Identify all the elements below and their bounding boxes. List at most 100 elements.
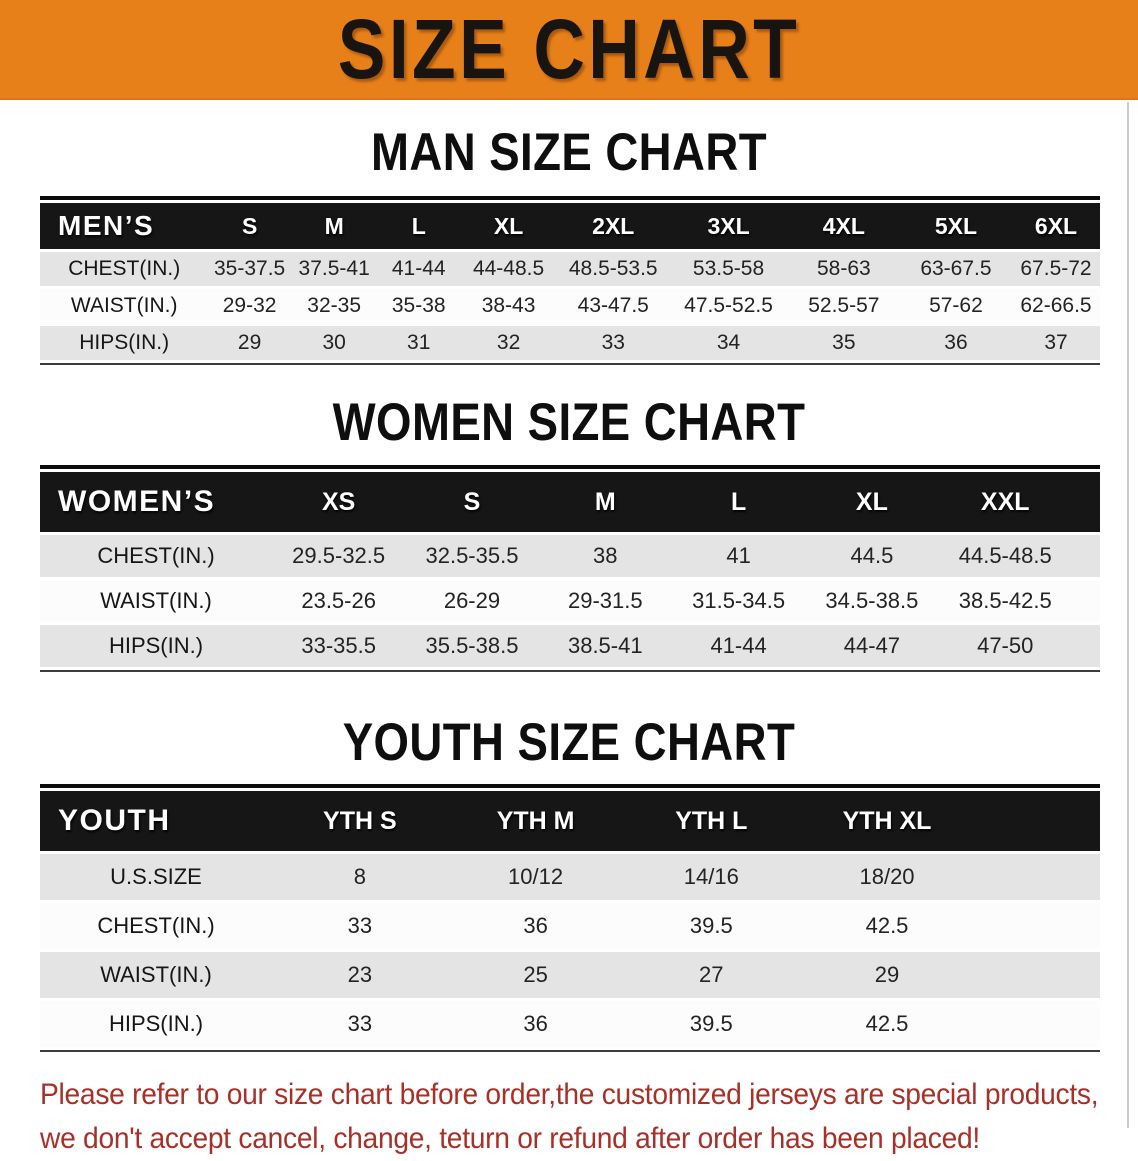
size-value-cell: 32.5-35.5 (425, 543, 519, 568)
size-column-header: 6XL (1012, 203, 1100, 249)
size-column-header: YTH L (623, 791, 800, 851)
size-column-header: 5XL (899, 203, 1012, 249)
size-column-header: YTH S (272, 791, 448, 851)
size-value-cell: 52.5-57 (808, 294, 880, 317)
youth-size-table-container: YOUTH YTH S YTH M YTH L YTH XL U.S.SIZE 8 10/12… (40, 784, 1100, 1052)
size-value-cell: 37 (1044, 331, 1068, 354)
measurement-row: CHEST(IN.) 33 36 39.5 42.5 (40, 903, 1100, 949)
size-value-cell: 32 (496, 331, 521, 354)
measure-row-label: HIPS(IN.) (79, 331, 170, 354)
size-value-cell: 41-44 (710, 633, 767, 658)
size-column-header: YTH M (447, 791, 624, 851)
banner-title: SIZE CHART (337, 2, 801, 96)
size-value-cell: 38-43 (481, 294, 536, 317)
right-edge-line (1127, 102, 1129, 1128)
size-value-cell: 33 (601, 331, 625, 354)
size-value-cell: 44.5-48.5 (958, 543, 1052, 568)
size-value-cell: 32-35 (307, 294, 362, 317)
size-value-cell: 67.5-72 (1020, 257, 1092, 280)
size-value-cell: 38 (593, 543, 618, 568)
order-disclaimer: Please refer to our size chart before or… (40, 1073, 1118, 1161)
size-value-cell: 57-62 (929, 294, 983, 317)
measurement-row: HIPS(IN.) 29 30 31 32 33 34 35 36 37 (40, 326, 1100, 360)
size-value-cell: 47-50 (977, 633, 1034, 658)
size-value-cell: 39.5 (689, 1011, 733, 1036)
measure-row-label: CHEST(IN.) (97, 913, 215, 938)
spacer-cell (1071, 472, 1100, 532)
size-value-cell: 31.5-34.5 (692, 588, 786, 613)
size-value-cell: 25 (523, 962, 548, 987)
measurement-row: CHEST(IN.) 29.5-32.5 32.5-35.5 38 41 44.5 44.5… (40, 535, 1100, 577)
size-value-cell: 29-31.5 (567, 588, 643, 613)
spacer-cell (974, 903, 1100, 949)
measurement-row: HIPS(IN.) 33-35.5 35.5-38.5 38.5-41 41-44 44-… (40, 625, 1100, 667)
size-value-cell: 37.5-41 (298, 257, 370, 280)
size-value-cell: 35.5-38.5 (425, 633, 519, 658)
spacer-cell (1071, 625, 1100, 667)
size-value-cell: 42.5 (865, 913, 909, 938)
size-table-header-row: WOMEN’S XS S M L XL XXL (40, 472, 1100, 532)
size-value-cell: 33 (347, 913, 373, 938)
size-column-header: 3XL (669, 203, 788, 249)
size-value-cell: 34.5-38.5 (825, 588, 919, 613)
youth-section-title: YOUTH SIZE CHART (342, 713, 796, 772)
size-column-header: 4XL (787, 203, 900, 249)
measurement-row: HIPS(IN.) 33 36 39.5 42.5 (40, 1001, 1100, 1047)
size-column-header: M (538, 472, 672, 532)
size-value-cell: 36 (944, 331, 968, 354)
size-chart-banner: SIZE CHART (0, 0, 1138, 100)
size-value-cell: 36 (523, 1011, 548, 1036)
spacer-cell (974, 854, 1100, 900)
size-column-header: XL (805, 472, 939, 532)
size-column-header: YTH XL (799, 791, 975, 851)
spacer-cell (974, 791, 1100, 851)
measurement-row: U.S.SIZE 8 10/12 14/16 18/20 (40, 854, 1100, 900)
measure-row-label: CHEST(IN.) (97, 543, 215, 568)
size-value-cell: 8 (353, 864, 366, 889)
size-value-cell: 18/20 (859, 864, 915, 889)
women-size-table: WOMEN’S XS S M L XL XXL CHEST(IN.) 29.5-32.5 32.5… (40, 469, 1100, 670)
measurement-row: WAIST(IN.) 29-32 32-35 35-38 38-43 43-47.5 47.… (40, 289, 1100, 323)
size-table-header-row: YOUTH YTH S YTH M YTH L YTH XL (40, 791, 1100, 851)
size-column-header: M (290, 203, 378, 249)
size-column-header: 2XL (557, 203, 670, 249)
size-value-cell: 63-67.5 (920, 257, 992, 280)
spacer-cell (1071, 580, 1100, 622)
men-size-section: MAN SIZE CHART MEN’S S M L XL 2XL 3XL 4XL 5XL 6XL… (0, 126, 1138, 365)
youth-size-section: YOUTH SIZE CHART YOUTH YTH S YTH M YTH L YTH… (0, 716, 1138, 1052)
women-section-title: WOMEN SIZE CHART (332, 393, 806, 452)
size-value-cell: 58-63 (816, 257, 871, 280)
size-value-cell: 41-44 (391, 257, 446, 280)
table-corner-label: YOUTH (40, 791, 272, 851)
size-value-cell: 23 (347, 962, 373, 987)
table-corner-label: WOMEN’S (40, 472, 272, 532)
women-size-table-container: WOMEN’S XS S M L XL XXL CHEST(IN.) 29.5-32.5 32.5… (40, 465, 1100, 672)
size-value-cell: 29.5-32.5 (292, 543, 386, 568)
measure-row-label: HIPS(IN.) (108, 1011, 204, 1036)
size-column-header: L (671, 472, 806, 532)
size-value-cell: 34 (716, 331, 741, 354)
size-value-cell: 30 (322, 331, 346, 354)
size-value-cell: 38.5-42.5 (958, 588, 1052, 613)
measure-row-label: WAIST(IN.) (100, 588, 212, 613)
men-section-title: MAN SIZE CHART (371, 123, 767, 182)
spacer-cell (974, 1001, 1100, 1047)
size-value-cell: 35-38 (391, 294, 446, 317)
size-value-cell: 10/12 (508, 864, 564, 889)
measurement-row: WAIST(IN.) 23 25 27 29 (40, 952, 1100, 998)
size-value-cell: 39.5 (689, 913, 733, 938)
measure-row-label: U.S.SIZE (110, 864, 202, 889)
size-column-header: XS (272, 472, 406, 532)
men-size-table: MEN’S S M L XL 2XL 3XL 4XL 5XL 6XL CHEST(IN.) 35-37… (40, 200, 1100, 363)
size-value-cell: 35-37.5 (213, 257, 286, 280)
size-column-header: XL (459, 203, 558, 249)
size-column-header: S (405, 472, 539, 532)
size-value-cell: 29 (237, 331, 262, 354)
disclaimer-line-1: Please refer to our size chart before or… (40, 1078, 1099, 1111)
measure-row-label: HIPS(IN.) (108, 633, 204, 658)
size-value-cell: 44-48.5 (472, 257, 545, 280)
men-size-table-container: MEN’S S M L XL 2XL 3XL 4XL 5XL 6XL CHEST(IN.) 35-37… (40, 196, 1100, 365)
measure-row-label: WAIST(IN.) (100, 962, 212, 987)
size-value-cell: 14/16 (683, 864, 739, 889)
youth-size-table: YOUTH YTH S YTH M YTH L YTH XL U.S.SIZE 8 10/12… (40, 788, 1100, 1050)
